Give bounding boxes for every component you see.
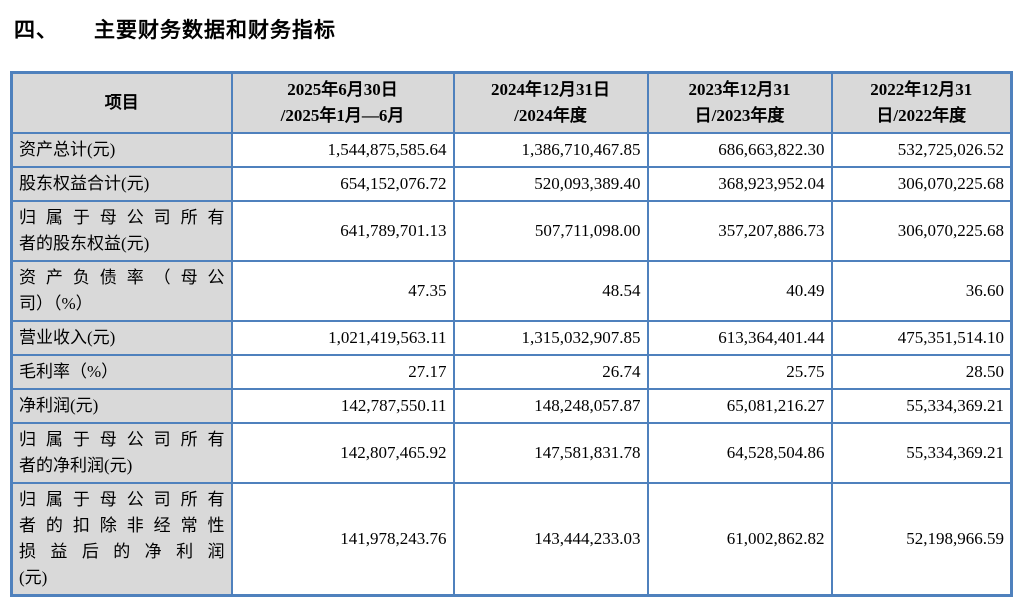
value-cell: 26.74: [452, 354, 649, 390]
value-cell: 654,152,076.72: [230, 166, 455, 202]
financial-data-table: 项目 2025年6月30日 /2025年1月—6月 2024年12月31日 /2…: [10, 71, 1013, 597]
row-label: 资产负债率（母公 司）（%）: [10, 260, 233, 322]
value-cell: 142,807,465.92: [230, 422, 455, 484]
row-label-line: 毛利率（%）: [19, 362, 119, 381]
section-heading: 四、 主要财务数据和财务指标: [14, 14, 1020, 44]
value-cell: 143,444,233.03: [452, 482, 649, 597]
row-label-line: 归属于母公司所有: [19, 208, 225, 227]
value-cell: 1,315,032,907.85: [452, 320, 649, 356]
value-cell: 357,207,886.73: [646, 200, 833, 262]
table-row: 股东权益合计(元) 654,152,076.72 520,093,389.40 368…: [10, 166, 1013, 202]
value-cell: 64,528,504.86: [646, 422, 833, 484]
table-row: 归属于母公司所有 者的净利润(元) 142,807,465.92 147,581,83…: [10, 422, 1013, 484]
period-line2: 日/2023年度: [694, 106, 785, 125]
header-cell-period-2025: 2025年6月30日 /2025年1月—6月: [230, 71, 455, 134]
header-cell-period-2022: 2022年12月31 日/2022年度: [830, 71, 1013, 134]
row-label: 归属于母公司所有 者的股东权益(元): [10, 200, 233, 262]
value-cell: 368,923,952.04: [646, 166, 833, 202]
value-cell: 55,334,369.21: [830, 422, 1013, 484]
value-cell: 65,081,216.27: [646, 388, 833, 424]
row-label-line: 股东权益合计(元): [19, 174, 150, 193]
period-line2: /2025年1月—6月: [280, 106, 405, 125]
value-cell: 686,663,822.30: [646, 132, 833, 168]
table-row: 资产负债率（母公 司）（%） 47.35 48.54 40.49 36.60: [10, 260, 1013, 322]
period-line1: 2025年6月30日: [287, 80, 398, 99]
value-cell: 148,248,057.87: [452, 388, 649, 424]
row-label-line: 营业收入(元): [19, 328, 116, 347]
section-number: 四、: [14, 18, 58, 42]
value-cell: 507,711,098.00: [452, 200, 649, 262]
value-cell: 28.50: [830, 354, 1013, 390]
row-label: 净利润(元): [10, 388, 233, 424]
value-cell: 25.75: [646, 354, 833, 390]
row-label-line: 归属于母公司所有: [19, 490, 225, 509]
header-row: 项目 2025年6月30日 /2025年1月—6月 2024年12月31日 /2…: [10, 71, 1013, 134]
row-label-line: 者的净利润(元): [19, 456, 133, 475]
row-label: 归属于母公司所有 者的净利润(元): [10, 422, 233, 484]
row-label-line: 者的股东权益(元): [19, 234, 150, 253]
table-row: 归属于母公司所有 者的股东权益(元) 641,789,701.13 507,711,0…: [10, 200, 1013, 262]
table-body: 资产总计(元) 1,544,875,585.64 1,386,710,467.85 6…: [10, 132, 1013, 597]
table-row: 资产总计(元) 1,544,875,585.64 1,386,710,467.85 6…: [10, 132, 1013, 168]
period-line1: 2022年12月31: [870, 80, 973, 99]
row-label-line: 资产总计(元): [19, 140, 116, 159]
value-cell: 52,198,966.59: [830, 482, 1013, 597]
table-row: 净利润(元) 142,787,550.11 148,248,057.87 65,081…: [10, 388, 1013, 424]
value-cell: 142,787,550.11: [230, 388, 455, 424]
value-cell: 55,334,369.21: [830, 388, 1013, 424]
period-line2: 日/2022年度: [876, 106, 967, 125]
row-label-line: 资产负债率（母公: [19, 268, 225, 287]
value-cell: 48.54: [452, 260, 649, 322]
header-cell-item: 项目: [10, 71, 233, 134]
table-header: 项目 2025年6月30日 /2025年1月—6月 2024年12月31日 /2…: [10, 71, 1013, 134]
value-cell: 641,789,701.13: [230, 200, 455, 262]
value-cell: 613,364,401.44: [646, 320, 833, 356]
row-label-line: 净利润(元): [19, 396, 99, 415]
value-cell: 532,725,026.52: [830, 132, 1013, 168]
header-cell-period-2024: 2024年12月31日 /2024年度: [452, 71, 649, 134]
table-row: 毛利率（%） 27.17 26.74 25.75 28.50: [10, 354, 1013, 390]
row-label: 归属于母公司所有 者的扣除非经常性 损益后的净利润 (元): [10, 482, 233, 597]
row-label-line: 损益后的净利润: [19, 542, 225, 561]
row-label: 股东权益合计(元): [10, 166, 233, 202]
period-line1: 2024年12月31日: [491, 80, 610, 99]
value-cell: 47.35: [230, 260, 455, 322]
period-line1: 2023年12月31: [688, 80, 791, 99]
row-label: 毛利率（%）: [10, 354, 233, 390]
value-cell: 141,978,243.76: [230, 482, 455, 597]
value-cell: 1,386,710,467.85: [452, 132, 649, 168]
row-label-line: 归属于母公司所有: [19, 430, 225, 449]
value-cell: 147,581,831.78: [452, 422, 649, 484]
value-cell: 475,351,514.10: [830, 320, 1013, 356]
value-cell: 306,070,225.68: [830, 200, 1013, 262]
value-cell: 1,021,419,563.11: [230, 320, 455, 356]
row-label-line: 司）（%）: [19, 294, 93, 313]
period-line2: /2024年度: [514, 106, 587, 125]
table-row: 营业收入(元) 1,021,419,563.11 1,315,032,907.85 6…: [10, 320, 1013, 356]
value-cell: 27.17: [230, 354, 455, 390]
value-cell: 520,093,389.40: [452, 166, 649, 202]
section-title: 主要财务数据和财务指标: [94, 18, 336, 42]
value-cell: 1,544,875,585.64: [230, 132, 455, 168]
value-cell: 40.49: [646, 260, 833, 322]
value-cell: 61,002,862.82: [646, 482, 833, 597]
value-cell: 306,070,225.68: [830, 166, 1013, 202]
row-label: 营业收入(元): [10, 320, 233, 356]
header-cell-period-2023: 2023年12月31 日/2023年度: [646, 71, 833, 134]
row-label: 资产总计(元): [10, 132, 233, 168]
table-row: 归属于母公司所有 者的扣除非经常性 损益后的净利润 (元) 141,978,243.76…: [10, 482, 1013, 597]
row-label-line: 者的扣除非经常性: [19, 516, 225, 535]
value-cell: 36.60: [830, 260, 1013, 322]
row-label-line: (元): [19, 568, 48, 587]
